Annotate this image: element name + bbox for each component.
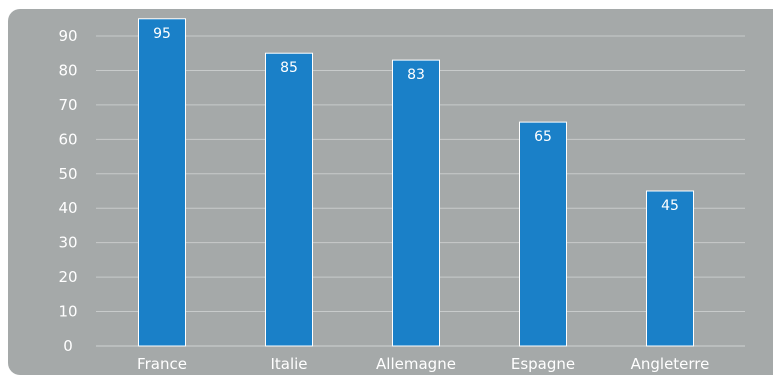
x-axis-labels: France Italie Allemagne Espagne Angleterre <box>137 355 709 373</box>
y-tick-label: 40 <box>58 199 77 217</box>
y-tick-label: 0 <box>63 337 73 355</box>
y-tick-label: 60 <box>58 130 77 148</box>
bar-allemagne <box>392 59 440 347</box>
bar-espagne <box>519 121 567 347</box>
bar-value-label: 65 <box>534 129 552 145</box>
x-category-label: Allemagne <box>376 355 456 373</box>
bar-value-label: 95 <box>153 26 171 42</box>
bar-angleterre <box>646 190 694 347</box>
y-tick-label: 50 <box>58 165 77 183</box>
bars <box>138 18 694 347</box>
x-category-label: Italie <box>270 355 307 373</box>
x-category-label: Espagne <box>511 355 575 373</box>
y-tick-label: 90 <box>58 27 77 45</box>
bar-value-label: 83 <box>407 67 425 83</box>
y-tick-label: 20 <box>58 268 77 286</box>
x-category-label: Angleterre <box>631 355 710 373</box>
x-category-label: France <box>137 355 187 373</box>
y-tick-label: 30 <box>58 234 77 252</box>
y-tick-label: 80 <box>58 61 77 79</box>
y-tick-label: 10 <box>58 303 77 321</box>
bar-value-labels: 95 85 83 65 45 <box>153 26 679 214</box>
bar-france <box>138 18 186 347</box>
bar-italie <box>265 52 313 347</box>
bar-value-label: 45 <box>661 198 679 214</box>
y-axis-ticks: 0 10 20 30 40 50 60 70 80 90 <box>58 27 77 355</box>
bar-value-label: 85 <box>280 60 298 76</box>
y-tick-label: 70 <box>58 96 77 114</box>
